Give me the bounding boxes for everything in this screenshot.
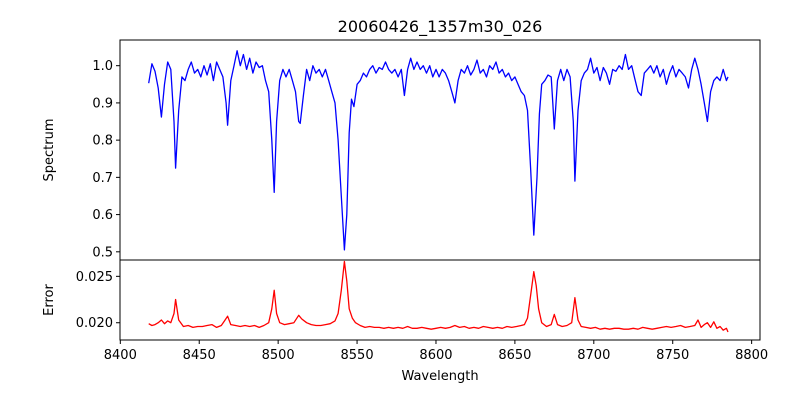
x-tick-label: 8800 <box>735 348 768 363</box>
y-tick-label: 0.9 <box>92 96 113 111</box>
x-tick-label: 8700 <box>577 348 610 363</box>
x-tick-label: 8500 <box>262 348 295 363</box>
x-tick-label: 8650 <box>498 348 531 363</box>
y-tick-label: 0.5 <box>92 245 113 260</box>
x-tick-label: 8750 <box>656 348 689 363</box>
chart-title: 20060426_1357m30_026 <box>338 17 543 37</box>
error-line <box>148 260 729 333</box>
y-axis-label-error: Error <box>42 284 57 316</box>
y-tick-label: 1.0 <box>92 59 113 74</box>
x-axis-label: Wavelength <box>401 369 478 384</box>
x-tick-label: 8400 <box>104 348 137 363</box>
y-axis-label-spectrum: Spectrum <box>42 119 57 182</box>
y-tick-label: 0.6 <box>92 208 113 223</box>
y-tick-label: 0.025 <box>76 270 113 285</box>
x-tick-label: 8450 <box>183 348 216 363</box>
y-tick-label: 0.020 <box>76 316 113 331</box>
axes-frame <box>119 259 761 341</box>
x-tick-label: 8600 <box>419 348 452 363</box>
spectrum-line <box>148 50 729 251</box>
y-tick-label: 0.8 <box>92 134 113 149</box>
y-tick-label: 0.7 <box>92 171 113 186</box>
error-panel: 0.020 0.025 8400 8450 8500 8550 8600 8650 8700 87… <box>76 259 768 363</box>
spectrum-panel: 0.5 0.6 0.7 0.8 0.9 1.0 <box>92 39 761 261</box>
x-tick-label: 8550 <box>341 348 374 363</box>
